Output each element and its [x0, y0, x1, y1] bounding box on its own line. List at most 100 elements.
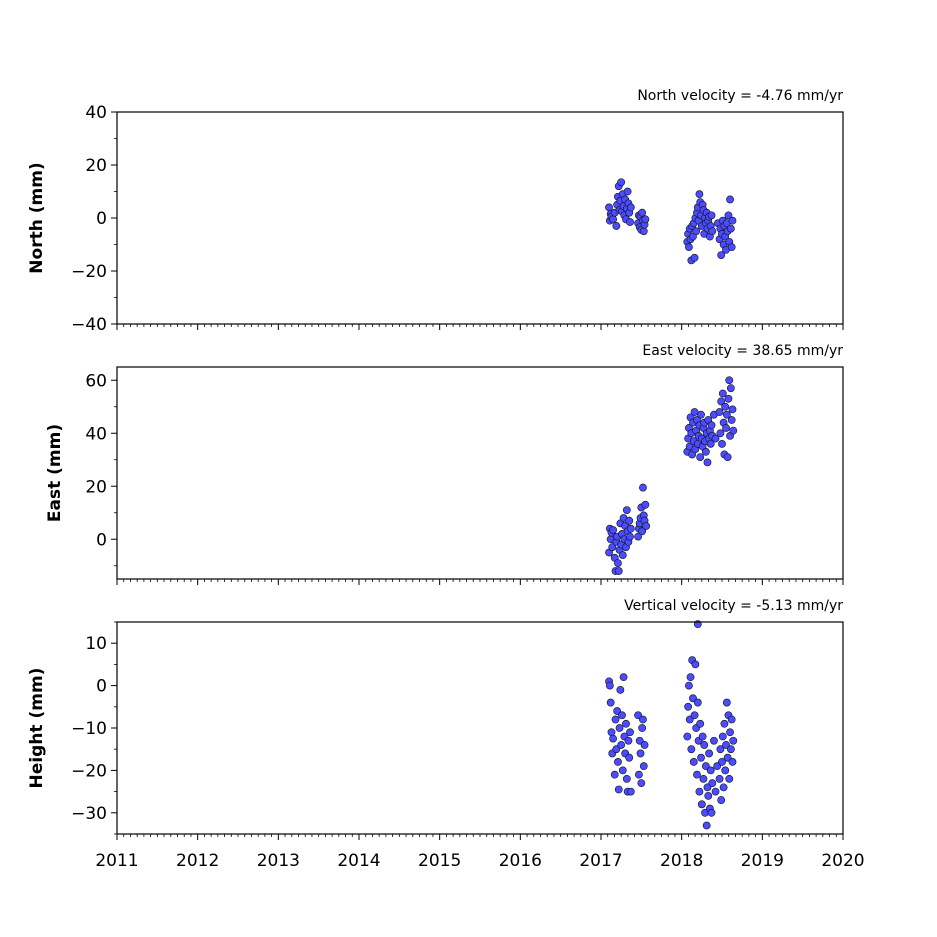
north-y-tick-label: 0	[96, 209, 107, 229]
height-data-point	[727, 715, 736, 724]
height-data-point	[718, 732, 727, 741]
x-tick-label: 2011	[95, 851, 138, 871]
height-y-tick-label: −10	[71, 719, 107, 739]
height-data-point	[684, 702, 693, 711]
height-data-point	[626, 787, 635, 796]
east-data-point	[727, 416, 736, 424]
east-data-point	[706, 439, 715, 448]
east-data-point	[707, 421, 716, 430]
east-data-point	[715, 408, 724, 416]
height-data-point	[720, 719, 729, 728]
north-data-point	[685, 243, 693, 252]
x-tick-label: 2020	[821, 851, 864, 871]
north-data-point	[708, 227, 717, 236]
north-data-point	[728, 216, 737, 225]
height-data-point	[689, 758, 698, 766]
north-y-ticks: −40 −20 0 20 40	[71, 103, 117, 335]
north-data-point	[726, 224, 735, 233]
height-data-point	[626, 728, 634, 737]
height-data-point	[639, 715, 647, 724]
x-tick-label: 2013	[257, 851, 300, 871]
x-tick-label: 2014	[337, 851, 380, 871]
height-data-point	[618, 711, 626, 720]
north-data-point	[695, 190, 704, 199]
east-data-point	[696, 453, 705, 461]
x-tick-label: 2017	[579, 851, 622, 871]
north-y-tick-label: −20	[71, 262, 107, 282]
height-data-point	[617, 741, 626, 749]
east-plot-frame	[116, 366, 844, 580]
height-data-point	[725, 774, 734, 783]
east-y-tick-label: 0	[96, 530, 107, 550]
height-data-point	[622, 774, 631, 783]
east-data-point	[701, 447, 710, 456]
east-y-tick-label: 20	[85, 477, 107, 497]
east-data-point	[634, 532, 643, 541]
height-data-point	[693, 698, 702, 707]
east-data-point	[618, 551, 627, 560]
north-y-tick-label: 40	[85, 103, 107, 123]
east-data-point	[622, 506, 631, 514]
east-data-point	[722, 410, 731, 419]
height-data-point	[715, 774, 724, 783]
east-data-point	[626, 524, 635, 533]
east-data-point	[625, 516, 634, 525]
north-scatter-points	[605, 178, 737, 265]
height-data-point	[638, 724, 647, 732]
height-data-point	[705, 749, 713, 758]
north-data-point	[626, 203, 635, 212]
east-data-point	[638, 527, 647, 536]
x-tick-label: 2015	[418, 851, 461, 871]
north-panel-title: North velocity = -4.76 mm/yr	[637, 88, 843, 104]
height-data-point	[609, 734, 617, 743]
height-data-point	[685, 681, 693, 690]
height-data-point	[726, 728, 734, 737]
north-data-point	[605, 203, 613, 212]
height-data-point	[605, 681, 614, 690]
east-data-point	[697, 410, 705, 419]
north-data-point	[626, 218, 634, 226]
height-data-point	[698, 732, 707, 741]
east-panel-title: East velocity = 38.65 mm/yr	[642, 343, 843, 359]
height-plot-frame	[116, 621, 844, 835]
height-data-point	[607, 728, 616, 737]
height-panel-title: Vertical velocity = -5.13 mm/yr	[624, 598, 843, 614]
east-data-point	[609, 526, 617, 534]
height-data-point	[614, 758, 622, 766]
height-data-point	[611, 715, 620, 724]
height-data-point	[683, 732, 692, 741]
north-plot-frame	[116, 111, 844, 325]
height-y-tick-label: 10	[85, 634, 107, 654]
north-data-point	[617, 178, 626, 187]
height-data-point	[619, 673, 628, 682]
east-data-point	[721, 402, 730, 411]
east-y-ticks: 0 20 40 60	[85, 371, 117, 567]
height-data-point	[706, 766, 715, 775]
north-data-point	[641, 215, 650, 224]
height-data-point	[696, 719, 705, 728]
height-data-point	[624, 736, 633, 745]
east-data-point	[608, 543, 617, 552]
height-data-point	[691, 660, 700, 669]
north-data-point	[727, 243, 736, 252]
height-data-point	[686, 673, 695, 682]
height-data-point	[719, 783, 728, 792]
north-data-point	[724, 211, 733, 220]
east-data-point	[724, 394, 733, 403]
north-data-point	[717, 251, 726, 259]
north-data-point	[609, 215, 617, 224]
height-data-point	[606, 698, 615, 707]
east-data-point	[639, 483, 647, 492]
east-data-point	[642, 522, 651, 530]
height-data-point	[616, 685, 625, 694]
east-data-point	[690, 408, 699, 416]
height-data-point	[610, 770, 619, 779]
height-data-point	[637, 779, 646, 788]
east-data-point	[641, 500, 650, 509]
east-y-tick-label: 60	[85, 371, 107, 391]
east-data-point	[711, 434, 720, 443]
height-data-point	[622, 719, 630, 728]
east-data-point	[722, 424, 730, 432]
height-data-point	[699, 774, 708, 783]
